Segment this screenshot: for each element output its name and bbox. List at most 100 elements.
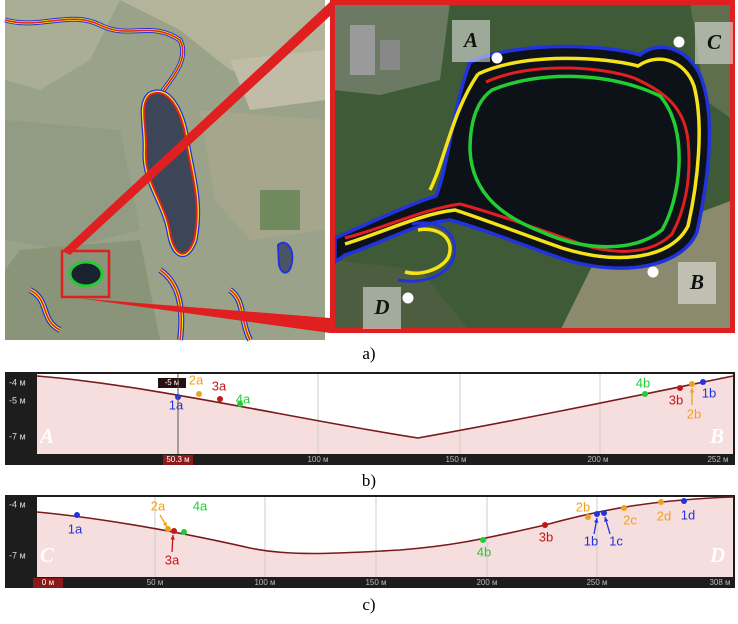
x-axis-label: 200 м (476, 578, 497, 587)
lake-overview (143, 91, 198, 255)
contour-green (468, 74, 681, 249)
y-axis-label: -4 м (9, 499, 26, 509)
contour-yellow (344, 56, 701, 260)
point-label: 3a (212, 378, 227, 393)
x-axis-label: 150 м (365, 578, 386, 587)
point-marker (621, 505, 627, 511)
label-box (363, 287, 401, 329)
corner-label: D (373, 295, 389, 319)
y-axis-label: -7 м (9, 550, 26, 560)
point-label: 4b (477, 544, 491, 559)
site-dot (402, 292, 414, 304)
point-label: 4b (636, 375, 650, 390)
contour-peninsula (397, 221, 457, 283)
point-marker (165, 526, 171, 532)
point-label: 3b (539, 529, 553, 544)
lake-small (276, 241, 294, 274)
site-dot (647, 266, 659, 278)
point-marker (594, 511, 600, 517)
x-axis-label: 150 м (445, 455, 466, 464)
point-label: 3a (165, 552, 180, 567)
arrow-head (170, 535, 175, 540)
corner-label: B (689, 270, 704, 294)
x-axis-label: 0 м (42, 578, 54, 587)
arrow-head (594, 518, 599, 523)
point-label: 1c (609, 533, 623, 548)
point-label: 1a (169, 397, 184, 412)
point-marker (181, 529, 187, 535)
terrain-patch (380, 40, 400, 70)
x-axis-label: 50 м (147, 578, 164, 587)
point-marker (74, 512, 80, 518)
site-dot (491, 52, 503, 64)
start-label: A (38, 424, 54, 448)
point-label: 4a (193, 498, 208, 513)
x-axis-label: 50.3 м (166, 455, 189, 464)
end-label: D (709, 543, 725, 567)
x-axis-label: 308 м (709, 578, 730, 587)
y-axis-label: -5 м (9, 395, 26, 405)
point-marker (171, 528, 177, 534)
profile-fill (37, 376, 733, 454)
field-patch (230, 50, 325, 110)
x-highlight (33, 578, 63, 588)
cursor-box (158, 378, 186, 388)
point-marker (677, 385, 683, 391)
arrow-head (604, 517, 609, 522)
point-marker (642, 391, 648, 397)
x-axis-label: 250 м (586, 578, 607, 587)
point-label: 3b (669, 392, 683, 407)
start-label: C (40, 543, 55, 567)
point-label: 1b (702, 385, 716, 400)
y-axis-label: -4 м (9, 377, 26, 387)
x-axis-label: 100 м (254, 578, 275, 587)
terrain-patch (350, 25, 375, 75)
point-label: 1d (681, 507, 695, 522)
point-marker (196, 391, 202, 397)
y-axis-label: -7 м (9, 431, 26, 441)
field-patch (5, 120, 140, 250)
point-label: 2b (576, 499, 590, 514)
x-axis-label: 200 м (587, 455, 608, 464)
point-marker (237, 401, 243, 407)
arrow-head (689, 388, 695, 393)
point-marker (700, 379, 706, 385)
corner-label: A (462, 28, 478, 52)
profile-line (36, 375, 734, 439)
field-patch (260, 190, 300, 230)
point-label: 2b (687, 406, 701, 421)
cursor-depth: -5 м (165, 378, 180, 387)
point-label: 2a (151, 498, 166, 513)
point-marker (601, 510, 607, 516)
lake-target (68, 260, 104, 288)
lake-zoom (333, 44, 712, 270)
point-marker (681, 498, 687, 504)
caption: a) (362, 344, 375, 363)
field-patch (5, 240, 160, 340)
label-box (678, 262, 716, 304)
point-label: 2a (189, 372, 204, 387)
contour-red (344, 66, 691, 253)
zoom-connector (62, 2, 330, 255)
point-label: 2c (623, 512, 637, 527)
arrow-head (162, 522, 167, 527)
point-label: 4a (236, 391, 251, 406)
shoreline-river (4, 18, 184, 96)
label-box (452, 20, 490, 62)
x-axis-label: 100 м (307, 455, 328, 464)
point-marker (217, 396, 223, 402)
profile-fill (37, 497, 733, 577)
caption: b) (362, 471, 376, 490)
point-marker (542, 522, 548, 528)
point-label: 1a (68, 521, 83, 536)
zoom-connector (62, 297, 330, 333)
point-marker (658, 499, 664, 505)
point-label: 1b (584, 533, 598, 548)
site-dot (673, 36, 685, 48)
x-highlight (163, 455, 193, 465)
zoom-box (60, 249, 111, 299)
contour-peninsula (404, 227, 452, 275)
x-axis-label: 252 м (707, 455, 728, 464)
point-marker (585, 514, 591, 520)
